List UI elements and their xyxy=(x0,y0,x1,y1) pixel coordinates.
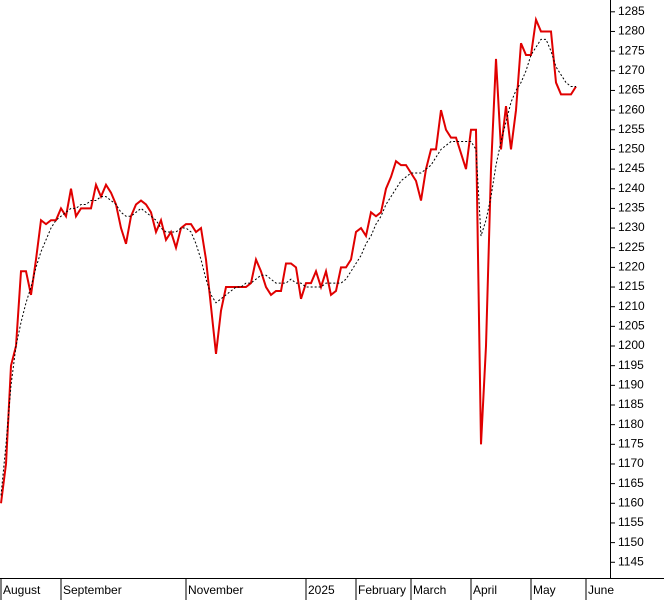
y-tick-label: 1275 xyxy=(618,43,645,57)
y-tick-label: 1230 xyxy=(618,220,645,234)
y-tick-label: 1210 xyxy=(618,299,645,313)
y-tick-label: 1200 xyxy=(618,338,645,352)
y-tick-label: 1270 xyxy=(618,63,645,77)
x-tick-label: June xyxy=(588,583,614,597)
y-tick-label: 1145 xyxy=(618,554,644,568)
x-tick-label: 2025 xyxy=(308,583,335,597)
y-tick-label: 1160 xyxy=(618,495,644,509)
y-tick-label: 1170 xyxy=(618,456,644,470)
x-tick-label: February xyxy=(358,583,406,597)
y-tick-label: 1255 xyxy=(618,122,645,136)
x-tick-label: September xyxy=(63,583,122,597)
y-tick-label: 1175 xyxy=(618,436,644,450)
y-tick-label: 1285 xyxy=(618,4,645,18)
x-tick-label: April xyxy=(473,583,497,597)
y-tick-label: 1180 xyxy=(618,417,644,431)
y-tick-label: 1250 xyxy=(618,142,645,156)
y-tick-label: 1235 xyxy=(618,201,645,215)
y-tick-label: 1225 xyxy=(618,240,645,254)
y-tick-label: 1245 xyxy=(618,161,645,175)
y-tick-label: 1195 xyxy=(618,358,644,372)
y-tick-label: 1215 xyxy=(618,279,645,293)
y-tick-label: 1240 xyxy=(618,181,645,195)
y-tick-label: 1190 xyxy=(618,378,644,392)
x-tick-label: November xyxy=(188,583,243,597)
y-tick-label: 1220 xyxy=(618,260,645,274)
y-tick-label: 1205 xyxy=(618,319,645,333)
y-tick-label: 1265 xyxy=(618,83,645,97)
y-tick-label: 1150 xyxy=(618,535,644,549)
y-tick-label: 1260 xyxy=(618,102,645,116)
y-tick-label: 1165 xyxy=(618,476,644,490)
x-tick-label: May xyxy=(533,583,556,597)
y-tick-label: 1280 xyxy=(618,24,645,38)
y-tick-label: 1185 xyxy=(618,397,644,411)
y-tick-label: 1155 xyxy=(618,515,644,529)
x-tick-label: August xyxy=(3,583,41,597)
x-tick-label: March xyxy=(413,583,446,597)
price-line xyxy=(0,15,577,504)
